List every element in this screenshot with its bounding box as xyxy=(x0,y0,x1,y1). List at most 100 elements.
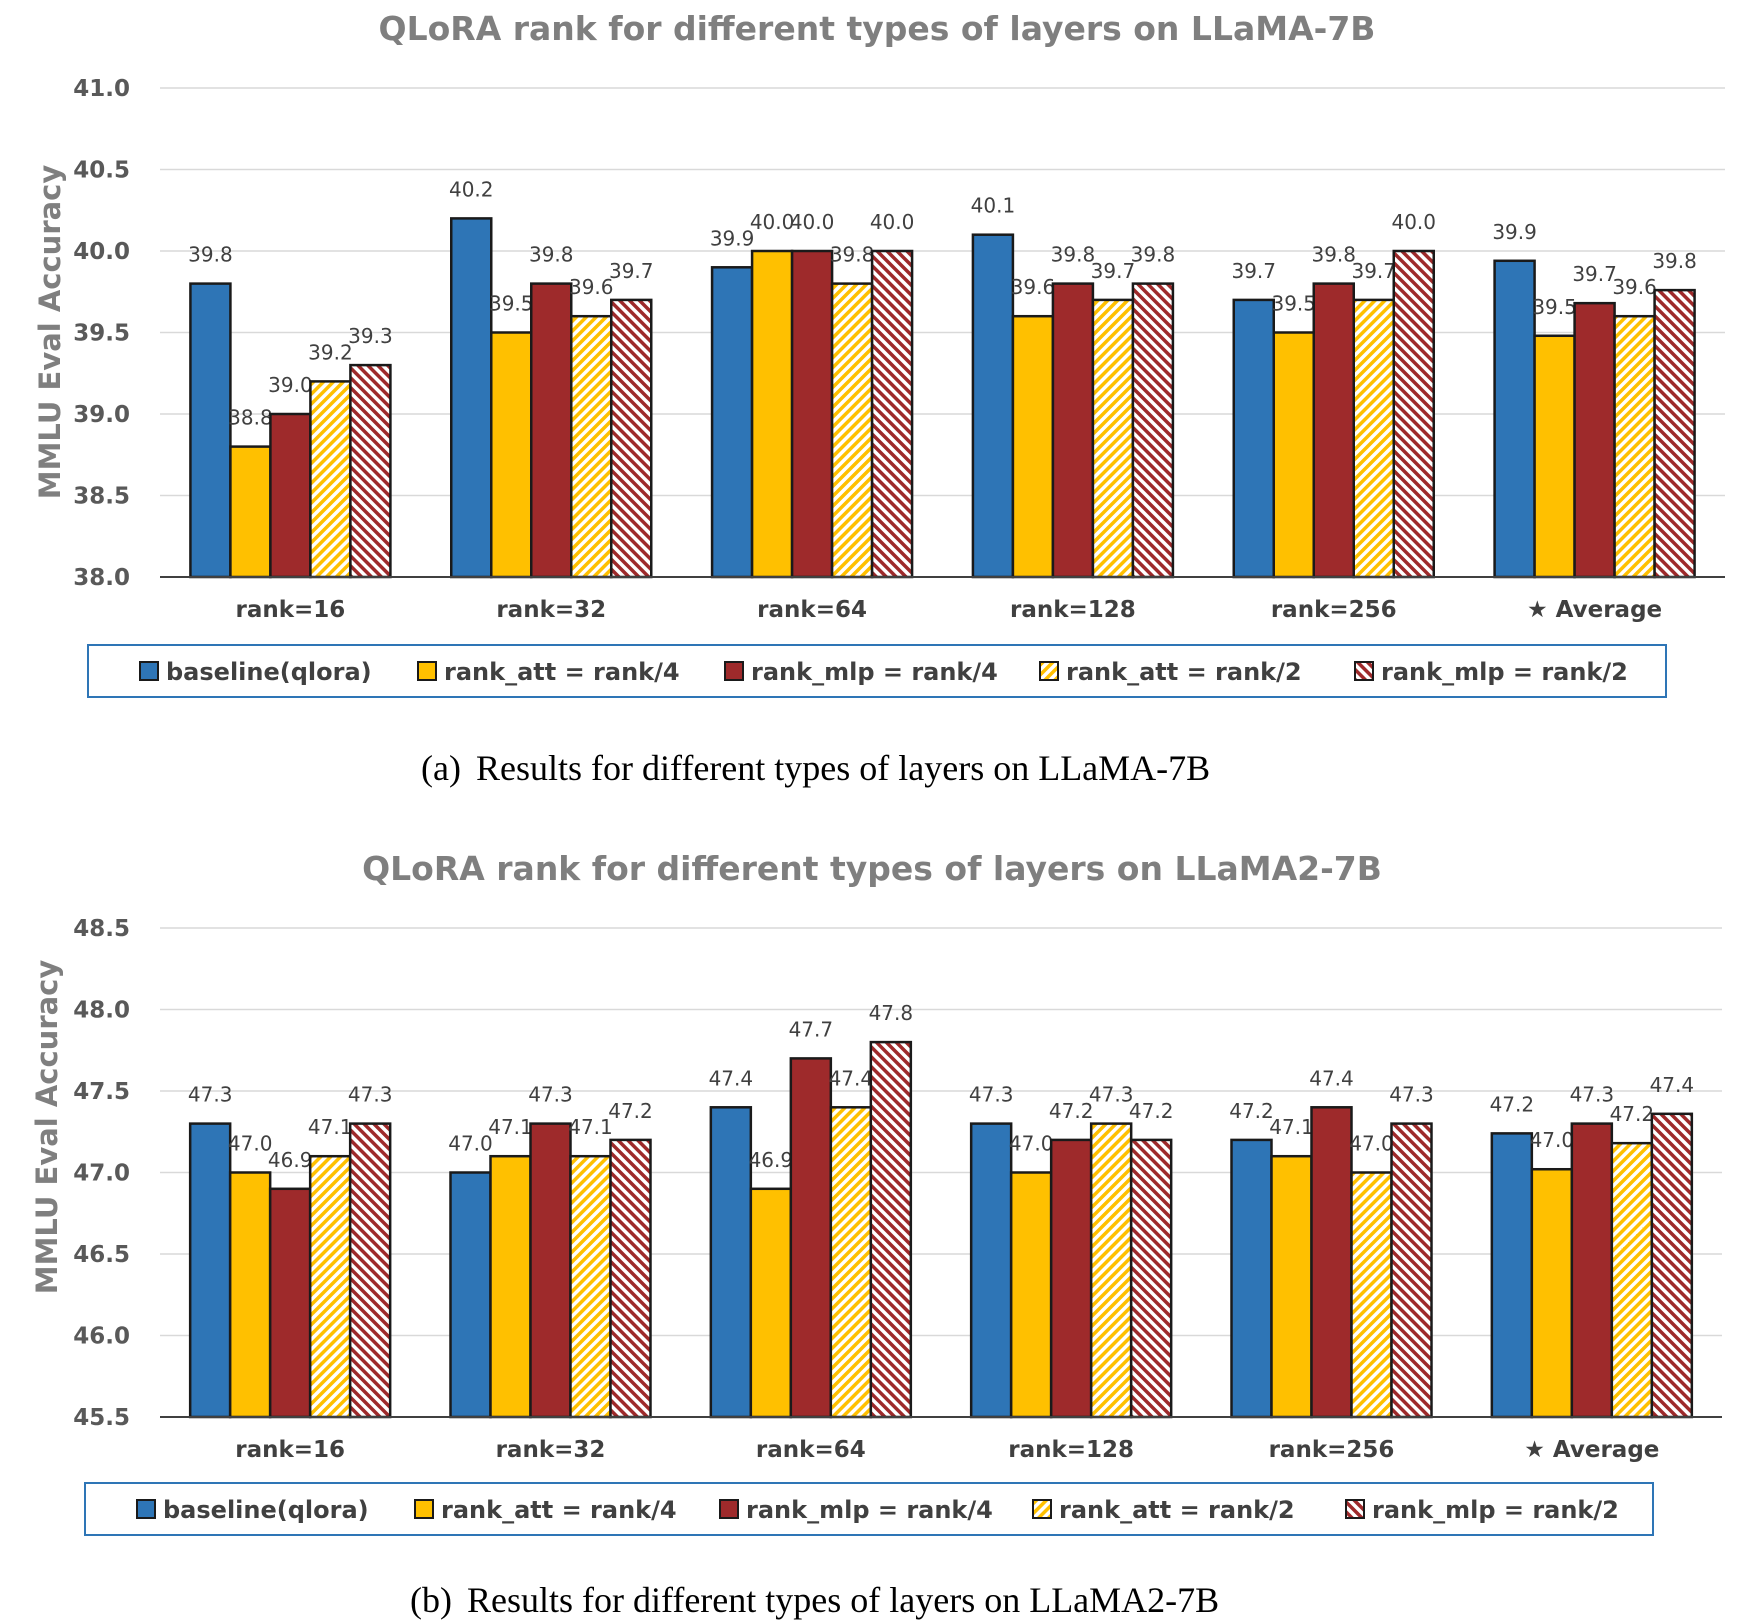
bar xyxy=(830,282,874,579)
y-axis-label: MMLU Eval Accuracy xyxy=(30,960,64,1295)
data-label: 39.8 xyxy=(529,243,574,267)
data-label: 47.1 xyxy=(308,1115,353,1139)
bar xyxy=(829,1106,873,1419)
bar xyxy=(1570,1122,1614,1419)
data-label: 46.9 xyxy=(268,1148,313,1172)
bar xyxy=(490,331,533,579)
y-tick-label: 48.5 xyxy=(73,916,130,942)
x-tick-label: rank=32 xyxy=(496,1437,606,1463)
data-label: 40.0 xyxy=(790,210,835,234)
bar xyxy=(188,1122,232,1419)
data-label: 39.7 xyxy=(1351,259,1396,283)
legend-swatch xyxy=(1345,1499,1365,1519)
data-label: 47.8 xyxy=(869,1001,914,1025)
bar xyxy=(609,1138,652,1419)
data-label: 39.5 xyxy=(489,292,534,316)
bar xyxy=(189,282,232,579)
data-label: 47.2 xyxy=(1049,1099,1094,1123)
data-label: 39.6 xyxy=(1612,275,1657,299)
data-label: 47.4 xyxy=(1650,1073,1695,1097)
x-tick-label: rank=64 xyxy=(756,1437,866,1463)
bar xyxy=(749,1187,793,1419)
data-label: 47.2 xyxy=(1490,1092,1535,1116)
y-tick-label: 41.0 xyxy=(73,76,130,102)
legend-label: rank_att = rank/4 xyxy=(444,658,680,686)
bar xyxy=(309,380,352,579)
data-label: 47.3 xyxy=(1089,1083,1134,1107)
legend-swatch xyxy=(724,661,744,681)
y-tick-label: 38.5 xyxy=(73,484,130,510)
data-label: 47.0 xyxy=(448,1132,493,1156)
data-label: 39.8 xyxy=(1652,249,1697,273)
legend-label: rank_mlp = rank/4 xyxy=(751,658,998,686)
data-label: 39.9 xyxy=(1492,220,1537,244)
data-label: 40.0 xyxy=(870,210,915,234)
data-label: 47.0 xyxy=(1349,1132,1394,1156)
data-label: 39.8 xyxy=(830,243,875,267)
data-label: 47.2 xyxy=(1610,1102,1655,1126)
x-tick-label: rank=128 xyxy=(1008,1437,1134,1463)
x-tick-label: rank=16 xyxy=(235,1437,345,1463)
y-tick-label: 40.0 xyxy=(73,239,130,265)
data-label: 39.7 xyxy=(609,259,654,283)
data-label: 47.0 xyxy=(228,1132,273,1156)
bar xyxy=(1352,298,1395,579)
bar xyxy=(349,363,392,579)
bar xyxy=(971,233,1015,579)
legend: baseline(qlora) rank_att = rank/4 rank_mlp… xyxy=(84,1482,1654,1536)
data-label: 38.8 xyxy=(228,406,273,430)
data-label: 47.2 xyxy=(1229,1099,1274,1123)
data-label: 47.0 xyxy=(1009,1132,1054,1156)
y-tick-label: 40.5 xyxy=(73,158,130,184)
legend-swatch xyxy=(136,1499,156,1519)
data-label: 39.7 xyxy=(1231,259,1276,283)
x-tick-label: rank=16 xyxy=(236,597,346,623)
bar xyxy=(710,266,754,579)
bar xyxy=(1493,259,1536,579)
bar xyxy=(1310,1106,1353,1419)
bar xyxy=(268,1187,312,1419)
bar xyxy=(269,412,312,579)
legend-label: baseline(qlora) xyxy=(163,1496,369,1524)
bar xyxy=(1051,282,1095,579)
bar xyxy=(530,282,573,579)
data-label: 39.8 xyxy=(1311,243,1356,267)
legend-label: baseline(qlora) xyxy=(166,658,372,686)
y-tick-label: 39.0 xyxy=(73,402,130,428)
y-tick-label: 47.0 xyxy=(73,1161,130,1187)
bar xyxy=(229,445,272,579)
x-tick-label: rank=64 xyxy=(757,597,867,623)
bar xyxy=(969,1122,1013,1419)
legend-box xyxy=(84,1482,1654,1536)
legend-label: rank_att = rank/4 xyxy=(441,1496,677,1524)
x-tick-label: ★ Average xyxy=(1524,1437,1659,1463)
data-label: 39.8 xyxy=(188,243,233,267)
bar xyxy=(1011,314,1055,579)
bar xyxy=(569,1154,612,1419)
data-label: 39.5 xyxy=(1532,295,1577,319)
legend-label: rank_mlp = rank/2 xyxy=(1372,1496,1619,1524)
x-tick-label: ★ Average xyxy=(1527,597,1662,623)
bar xyxy=(1129,1138,1173,1419)
bar xyxy=(489,1154,532,1419)
data-label: 47.3 xyxy=(1389,1083,1434,1107)
y-tick-label: 46.0 xyxy=(73,1324,130,1350)
bar xyxy=(709,1106,753,1419)
data-label: 47.1 xyxy=(1269,1115,1314,1139)
bar xyxy=(1573,301,1616,579)
bar xyxy=(570,314,613,579)
data-label: 39.8 xyxy=(1131,243,1176,267)
bar xyxy=(308,1154,352,1419)
legend-swatch xyxy=(1354,661,1374,681)
data-label: 47.3 xyxy=(969,1083,1014,1107)
data-label: 47.0 xyxy=(1530,1128,1575,1152)
y-tick-label: 39.5 xyxy=(73,321,130,347)
bar xyxy=(1230,1138,1273,1419)
chart-title: QLoRA rank for different types of layers… xyxy=(362,849,1382,888)
bar xyxy=(1350,1171,1393,1419)
plot-area: 38.0 38.5 39.0 39.5 40.0 40.5 41.0 39.8 38.8 39.0… xyxy=(73,76,1725,623)
caption-tag: (b) xyxy=(410,1580,452,1620)
data-label: 39.9 xyxy=(710,226,755,250)
legend-label: rank_att = rank/2 xyxy=(1066,658,1302,686)
